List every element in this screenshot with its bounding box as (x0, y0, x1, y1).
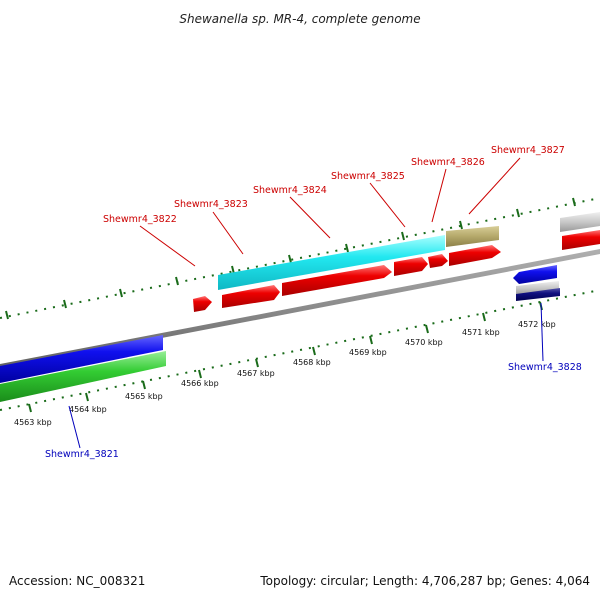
gene-shewmr4-3821-rna-feature[interactable] (0, 351, 166, 402)
major-tick (198, 369, 202, 379)
gene-right-gray-feature[interactable] (560, 212, 600, 232)
gene-label-3825[interactable]: Shewmr4_3825 (331, 171, 405, 182)
major-tick (5, 310, 9, 320)
major-tick (85, 392, 89, 402)
gene-shewmr4-3827-feature[interactable] (446, 226, 499, 247)
major-tick (288, 254, 292, 264)
gene-3824-arrow[interactable] (282, 265, 392, 296)
major-tick (142, 380, 146, 390)
major-tick (516, 208, 520, 218)
major-tick (369, 335, 373, 345)
scale-label: 4566 kbp (181, 379, 219, 388)
outer-tick-track (0, 197, 600, 320)
major-tick (401, 231, 405, 241)
scale-label: 4568 kbp (293, 358, 331, 367)
major-tick (312, 346, 316, 356)
major-tick (255, 358, 259, 368)
gene-label-3824[interactable]: Shewmr4_3824 (253, 185, 327, 196)
gene-label-3827[interactable]: Shewmr4_3827 (491, 145, 565, 156)
scale-label: 4567 kbp (237, 369, 275, 378)
scale-label: 4564 kbp (69, 405, 107, 414)
scale-label: 4565 kbp (125, 392, 163, 401)
scale-label: 4569 kbp (349, 348, 387, 357)
leader-line-3822 (139, 225, 196, 267)
leader-line-3828 (540, 302, 544, 362)
outer-major-ticks (5, 197, 576, 320)
leader-line-3821 (68, 405, 81, 449)
gene-3825-arrow[interactable] (394, 257, 428, 276)
leader-line-3826 (431, 168, 447, 223)
scale-label: 4572 kbp (518, 320, 556, 329)
gene-label-3828[interactable]: Shewmr4_3828 (508, 362, 582, 373)
gene-3823-arrow[interactable] (222, 285, 280, 308)
major-tick (425, 324, 429, 334)
gene-shewmr4-3823-feature[interactable] (218, 235, 445, 290)
gene-shewmr4-3821-feature[interactable] (0, 335, 163, 383)
leader-line-3825 (369, 182, 406, 228)
scale-label: 4571 kbp (462, 328, 500, 337)
leader-line-3827 (468, 157, 521, 215)
gene-right-red-feature[interactable] (562, 230, 600, 250)
gene-3827-arrow[interactable] (449, 245, 501, 266)
major-tick (175, 276, 179, 286)
major-tick (482, 312, 486, 322)
major-tick (459, 220, 463, 230)
gene-label-3823[interactable]: Shewmr4_3823 (174, 199, 248, 210)
outer-dotted-line (0, 197, 600, 319)
leader-line-3823 (212, 211, 244, 255)
major-tick (572, 197, 576, 207)
label-leaders (68, 157, 544, 449)
gene-3828-navy-feature[interactable] (516, 288, 560, 301)
gene-labels: Shewmr4_3821 Shewmr4_3822 Shewmr4_3823 S… (45, 145, 582, 460)
scale-labels: 4563 kbp 4564 kbp 4565 kbp 4566 kbp 4567… (14, 320, 556, 427)
gene-label-3826[interactable]: Shewmr4_3826 (411, 157, 485, 168)
accession-text: Accession: NC_008321 (9, 574, 145, 588)
major-tick (63, 299, 67, 309)
leader-line-3824 (289, 196, 331, 239)
gene-3828-gray-feature[interactable] (516, 281, 559, 295)
gene-label-3821[interactable]: Shewmr4_3821 (45, 449, 119, 460)
inner-tick-track (0, 289, 600, 413)
major-tick (28, 403, 32, 413)
gene-3828-arrow[interactable] (513, 265, 557, 284)
map-title: Shewanella sp. MR-4, complete genome (179, 12, 420, 26)
major-tick (345, 243, 349, 253)
gene-label-3822[interactable]: Shewmr4_3822 (103, 214, 177, 225)
genome-summary-text: Topology: circular; Length: 4,706,287 bp… (259, 574, 590, 588)
scale-label: 4563 kbp (14, 418, 52, 427)
inner-major-ticks (28, 301, 543, 413)
scale-label: 4570 kbp (405, 338, 443, 347)
gene-3822-arrow[interactable] (193, 296, 212, 312)
gene-3826-arrow[interactable] (428, 254, 448, 268)
major-tick (119, 288, 123, 298)
